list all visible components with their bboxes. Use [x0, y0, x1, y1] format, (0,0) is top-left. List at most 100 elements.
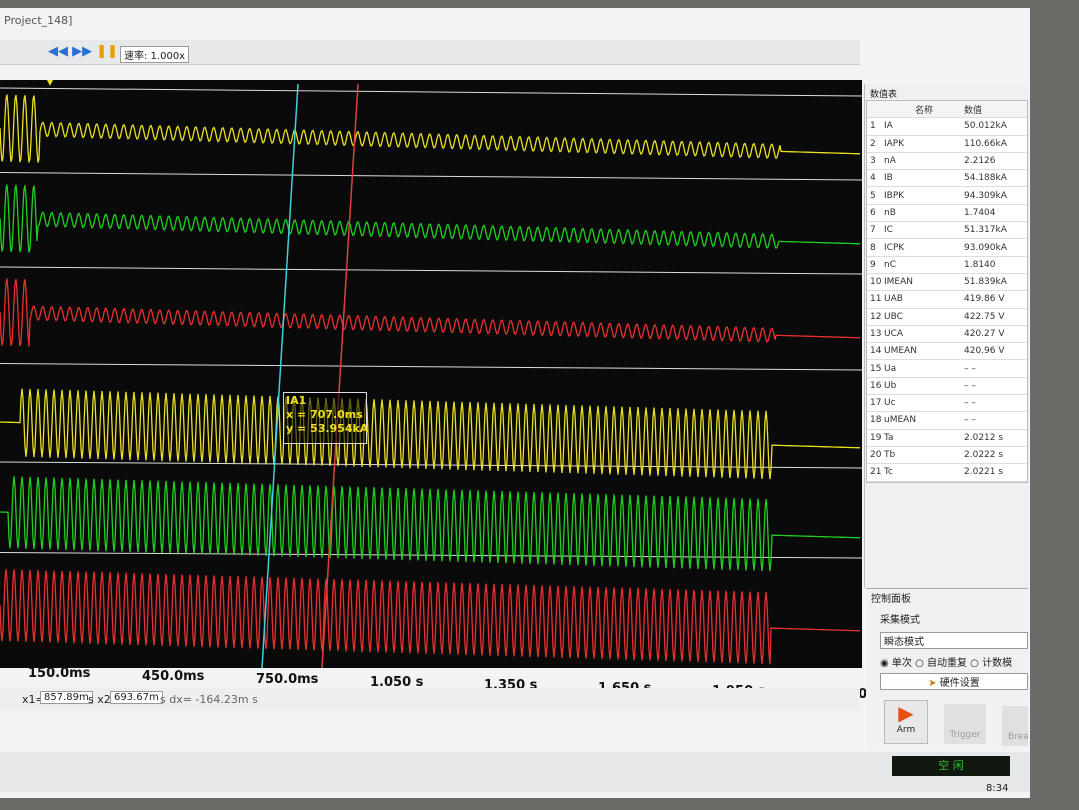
row-name: uMEAN	[884, 415, 917, 426]
cursor-line	[321, 83, 359, 668]
table-row[interactable]: 8 ICPK 93.090kA	[867, 239, 1027, 257]
row-index: 19	[870, 432, 882, 443]
table-row[interactable]: 19 Ta 2.0212 s	[867, 430, 1027, 447]
row-index: 6	[870, 207, 876, 218]
row-name: IB	[884, 173, 893, 184]
table-row[interactable]: 2 IAPK 110.66kA	[867, 136, 1027, 153]
row-index: 12	[870, 311, 882, 322]
table-row[interactable]: 18 uMEAN – –	[867, 412, 1027, 430]
table-row[interactable]: 13 UCA 420.27 V	[867, 326, 1027, 344]
row-value: 110.66kA	[964, 138, 1007, 149]
row-name: Tc	[884, 467, 893, 478]
table-row[interactable]: 17 Uc – –	[867, 395, 1027, 413]
row-value: 50.012kA	[964, 121, 1007, 132]
row-name: nA	[884, 156, 896, 167]
row-name: Ua	[884, 363, 897, 374]
radio-single[interactable]: 单次	[891, 658, 912, 669]
waveform-trace	[0, 476, 860, 572]
row-name: UCA	[884, 329, 904, 339]
tooltip-y: y = 53.954kA	[286, 422, 369, 435]
table-row[interactable]: 11 UAB 419.86 V	[867, 291, 1027, 309]
row-index: 9	[870, 259, 876, 270]
waveform-trace	[0, 94, 860, 163]
radio-group[interactable]: ◉ 单次 ○ 自动重复 ○ 计数模	[880, 658, 1013, 669]
radio-count[interactable]: 计数模	[982, 658, 1013, 669]
trigger-marker	[47, 80, 53, 86]
table-row[interactable]: 10 IMEAN 51.839kA	[867, 274, 1027, 292]
row-value: 51.839kA	[964, 277, 1007, 288]
row-index: 8	[870, 242, 876, 253]
speed-select[interactable]: 速率: 1.000x	[120, 46, 190, 63]
row-value: – –	[964, 380, 976, 391]
waveform-trace	[0, 388, 860, 480]
row-name: Uc	[884, 398, 896, 409]
hw-settings-button[interactable]: ➤ 硬件设置	[880, 673, 1028, 690]
table-row[interactable]: 16 Ub – –	[867, 378, 1027, 396]
row-name: IC	[884, 225, 893, 236]
row-index: 16	[870, 380, 882, 391]
row-index: 15	[870, 363, 882, 374]
row-value: 1.8140	[964, 259, 996, 270]
table-title: 数值表	[870, 90, 898, 100]
table-row[interactable]: 9 nC 1.8140	[867, 257, 1027, 274]
row-index: 1	[870, 121, 876, 132]
row-name: IMEAN	[884, 277, 913, 288]
cursor-line	[261, 83, 299, 668]
table-row[interactable]: 7 IC 51.317kA	[867, 222, 1027, 240]
row-value: 2.2126	[964, 156, 996, 167]
readout-bar: x1= 857.89m s x2= 693.67m s dx= -164.23m…	[0, 688, 860, 710]
table-row[interactable]: 1 IA 50.012kA	[867, 118, 1027, 136]
table-row[interactable]: 6 nB 1.7404	[867, 205, 1027, 223]
row-value: – –	[964, 398, 976, 409]
acq-mode: 采集模式	[880, 615, 920, 626]
table-row[interactable]: 20 Tb 2.0222 s	[867, 447, 1027, 465]
table-row[interactable]: 21 Tc 2.0221 s	[867, 464, 1027, 482]
row-value: 2.0221 s	[964, 467, 1004, 478]
x1-value: 857.89m	[40, 691, 93, 704]
mode-select[interactable]: 瞬态模式	[880, 632, 1028, 649]
row-value: – –	[964, 415, 976, 426]
row-index: 7	[870, 225, 876, 236]
row-name: nC	[884, 259, 896, 270]
break-button[interactable]: Brea	[1002, 706, 1028, 746]
table-row[interactable]: 3 nA 2.2126	[867, 153, 1027, 171]
x-tick-label: 750.0ms	[256, 672, 319, 687]
row-index: 10	[870, 277, 882, 288]
table-row[interactable]: 12 UBC 422.75 V	[867, 309, 1027, 326]
window-title: Project_148]	[4, 14, 73, 27]
row-name: UAB	[884, 294, 903, 305]
radio-auto[interactable]: 自动重复	[927, 658, 967, 669]
row-value: 419.86 V	[964, 294, 1005, 305]
row-name: IA	[884, 121, 893, 132]
row-index: 2	[870, 138, 876, 149]
row-value: 420.27 V	[964, 329, 1005, 339]
status-state: 空 闲	[892, 756, 1010, 776]
x2-value: 693.67m	[110, 691, 163, 704]
row-name: UMEAN	[884, 346, 917, 357]
arm-button[interactable]: ▶ Arm	[884, 700, 928, 744]
table-row[interactable]: 5 IBPK 94.309kA	[867, 187, 1027, 205]
value-table: 名称 数值 1 IA 50.012kA 2 IAPK 110.66kA 3 nA 2.2126 4 I…	[866, 100, 1028, 483]
row-index: 3	[870, 156, 876, 167]
row-index: 4	[870, 173, 876, 184]
waveform-trace	[0, 184, 860, 253]
row-name: UBC	[884, 311, 903, 322]
row-index: 20	[870, 450, 882, 461]
lane-divider	[0, 172, 862, 181]
x1-label: x1=	[22, 693, 45, 706]
waveform-view	[0, 80, 862, 668]
table-row[interactable]: 4 IB 54.188kA	[867, 170, 1027, 188]
row-index: 13	[870, 329, 882, 339]
control-title: 控制面板	[871, 594, 911, 605]
trigger-button[interactable]: Trigger	[944, 704, 986, 744]
row-value: 93.090kA	[964, 242, 1007, 253]
table-row[interactable]: 15 Ua – –	[867, 360, 1027, 378]
row-value: 420.96 V	[964, 346, 1005, 357]
row-value: 2.0222 s	[964, 450, 1004, 461]
row-index: 21	[870, 467, 882, 478]
table-row[interactable]: 14 UMEAN 420.96 V	[867, 343, 1027, 361]
plot-bg	[0, 80, 862, 668]
clock: 8:34	[986, 783, 1009, 794]
dx-value: s dx= -164.23m s	[160, 693, 258, 706]
